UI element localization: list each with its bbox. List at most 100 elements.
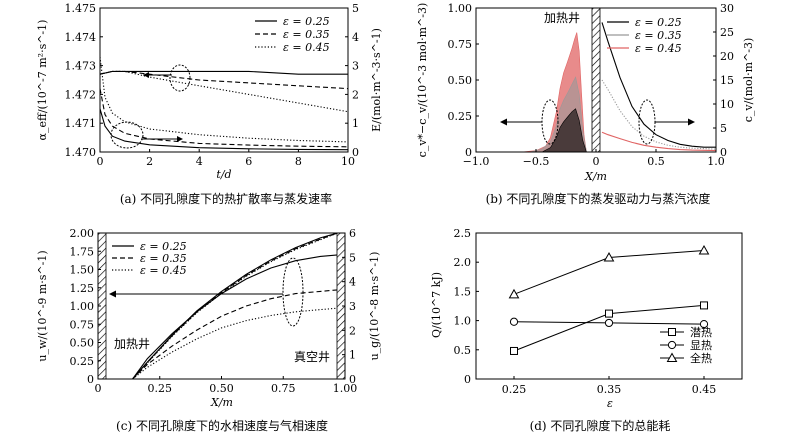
panel-d-point-triangle [508,288,520,299]
panel-d-ytick-label: 1.0 [454,315,472,328]
panel-a-ytick-label-left: 1.474 [65,31,97,44]
panel-a-highlight-ellipse-upper [169,64,191,92]
panel-d-xtick-label: 0.25 [502,383,527,396]
panel-b-vapor-concentration-line [601,79,717,150]
panel-b-legend-label: ε = 0.45 [635,42,682,55]
panel-a-frame [99,7,349,153]
panel-b-arrowhead-right [688,118,695,126]
panel-a-xtick-label: 2 [146,155,153,168]
panel-c-ytick-label-left: 0.25 [70,355,95,368]
panel-c-highlight-ellipse [282,257,304,327]
panel-a-arrowhead-upper [143,72,149,78]
panel-b-xtick-label: 1.0 [707,155,725,168]
panel-d-legend-marker [667,340,677,350]
panel-b-xtick-label: 0 [593,155,600,168]
panel-d-legend-label: 显热 [690,339,712,352]
panel-a-arrowhead-lower [177,136,183,142]
panel-b-heating-well-label: 加热井 [544,11,580,25]
panel-b-ylabel-right: c_v/(mol·m^-3) [742,38,755,123]
panel-c-ytick-label-left: 1.00 [70,300,95,313]
panel-d-xlabel: ε [607,397,613,410]
panel-d-legend-label: 全热 [690,351,712,365]
panel-a-ytick-label-right: 4 [352,31,359,44]
panel-a-caption: (a) 不同孔隙度下的热扩散率与蒸发速率 [120,191,332,206]
panel-c-vacuum-well-label: 真空井 [294,350,330,364]
panel-d-ytick-label: 1.5 [454,285,472,298]
panel-c-ytick-label-right: 1 [349,349,356,362]
panel-b-ytick-label-right: 20 [720,50,734,63]
panel-d-xtick-label: 0.35 [597,383,622,396]
panel-a-ytick-label-left: 1.471 [65,117,97,130]
panel-b-ytick-label-right: 25 [720,26,734,39]
panel-c-ytick-label-left: 0.75 [70,318,95,331]
panel-b-highlight-ellipse-right [638,99,656,145]
panel-b-ytick-label-right: 0 [720,146,727,159]
panel-c-xlabel: X/m [210,396,233,409]
panel-a-ylabel-right: E/(mol·m^-3·s^-1) [370,28,383,132]
panel-b-legend: ε = 0.25ε = 0.35ε = 0.45 [607,16,682,55]
panel-d-point-circle [699,320,709,329]
panel-b-ytick-label-left: 0.50 [448,74,473,87]
panel-c-legend: ε = 0.25ε = 0.35ε = 0.45 [112,240,187,277]
panel-a-ytick-label-left: 1.473 [65,60,97,73]
panel-a-series-left-solid [99,70,348,75]
panel-b-ytick-label-right: 15 [720,74,734,87]
panel-d-ytick-label: 0 [464,373,471,386]
panel-a-xtick-label: 8 [295,155,302,168]
panel-b-xlabel: X/m [584,170,607,183]
panel-c-ytick-label-left: 0 [87,373,94,386]
panel-d-series [508,245,710,355]
panel-c-ytick-label-left: 1.75 [70,245,95,258]
panel-b-ytick-label-right: 30 [720,2,734,15]
panel-d-point-square [510,346,518,355]
panel-c-series-left-dashed [132,289,338,380]
panel-a-legend-label: ε = 0.35 [283,28,330,41]
panel-c: 0 0.25 0.50 0.75 1.0000.250.500.751.001.251.… [36,227,381,433]
panel-b-legend-label: ε = 0.35 [635,29,682,42]
panel-c-series-left-solid [132,254,338,380]
panel-c-legend-label: ε = 0.25 [140,240,187,253]
panel-d-ytick-label: 2.5 [454,227,472,240]
panel-a-ytick-label-right: 2 [352,88,359,101]
panel-a-legend-label: ε = 0.25 [283,15,330,28]
panel-c-ytick-label-left: 1.25 [70,282,95,295]
panel-c-arrowhead [109,290,116,298]
panel-c-ylabel-left: u_w/(10^-9 m·s^-1) [36,250,49,361]
panel-c-series-right-dashed [132,232,338,380]
panel-c-xtick-label: 0.25 [148,382,173,395]
panel-d-ytick-label: 0.5 [454,344,472,357]
panel-a-series-left-dotted [99,70,349,113]
panel-b-vapor-concentration-line [601,131,717,152]
panel-c-legend-label: ε = 0.45 [140,264,187,277]
panel-a-series-right-dashed [99,88,349,148]
panel-b: −1.0 −0.5 0 0.5 1.000.250.500.751.0005101520… [416,2,755,206]
panel-c-ytick-label-right: 0 [349,373,356,386]
panel-a-ytick-label-right: 3 [352,60,359,73]
panel-b-ytick-label-right: 5 [720,122,727,135]
panel-d-point-triangle [698,245,710,255]
panel-c-ytick-label-right: 2 [349,324,356,337]
panel-a-xtick-label: 10 [341,155,355,168]
panel-c-caption: (c) 不同孔隙度下的水相速度与气相速度 [116,418,328,433]
panel-c-ylabel-right: u_g/(10^-8 m·s^-1) [368,252,381,361]
panel-a-ytick-label-right: 0 [352,146,359,159]
panel-c-ytick-label-right: 6 [349,227,356,240]
panel-a-ytick-label-left: 1.472 [65,88,97,101]
panel-d-point-square [605,309,613,318]
panel-a-ytick-label-left: 1.470 [65,146,97,159]
panel-c-ytick-label-right: 3 [349,300,356,313]
panel-c-heating-well-label: 加热井 [114,337,150,351]
panel-a-xlabel: t/d [216,168,231,181]
panel-b-ytick-label-left: 0.25 [448,110,473,123]
panel-a-ytick-label-right: 1 [352,117,359,130]
panel-c-xtick-label: 0.75 [271,382,296,395]
panel-b-ylabel-left: c_v*−c_v/(10^-3 mol·m^-3) [416,3,429,158]
panel-a: 0 2 4 6 8 10 1.470 1.471 1.472 1.473 1.474 1.475 0 1 2… [36,2,383,206]
panel-b-xtick-label: −0.5 [523,155,550,168]
panel-b-ytick-label-left: 0.75 [448,38,473,51]
panel-b-heating-well [591,7,601,153]
panel-a-xtick-label: 4 [196,155,203,168]
panel-d-point-square [700,301,708,310]
